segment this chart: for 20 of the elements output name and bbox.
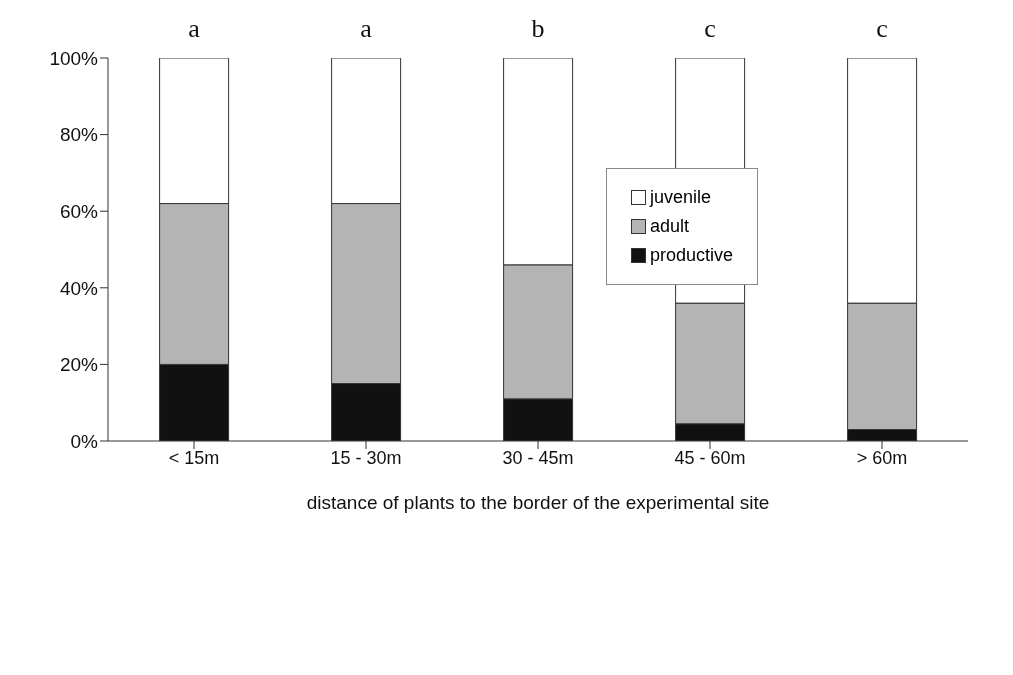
text: a — [187, 14, 201, 44]
x-axis-title: distance of plants to the border of the experimental site — [306, 492, 770, 513]
y-tick-label: 80% — [59, 124, 99, 146]
legend-label: productive — [649, 245, 733, 266]
y-tick-label: 60% — [59, 200, 99, 222]
text: a — [359, 14, 373, 44]
y-tick-label: 0% — [70, 430, 99, 452]
text: b — [530, 14, 546, 44]
x-tick-label: < 15m — [168, 447, 220, 468]
y-tick-label: 40% — [59, 277, 99, 299]
legend-label: adult — [649, 216, 689, 237]
legend-label: juvenile — [649, 187, 711, 208]
text: c — [875, 14, 889, 44]
y-tick-label: 100% — [49, 47, 99, 69]
y-tick-label: 20% — [59, 354, 99, 376]
x-tick-label: 45 - 60m — [674, 447, 746, 468]
text: c — [703, 14, 717, 44]
x-tick-label: > 60m — [856, 447, 908, 468]
x-tick-label: 15 - 30m — [330, 447, 402, 468]
x-tick-label: 30 - 45m — [502, 447, 574, 468]
